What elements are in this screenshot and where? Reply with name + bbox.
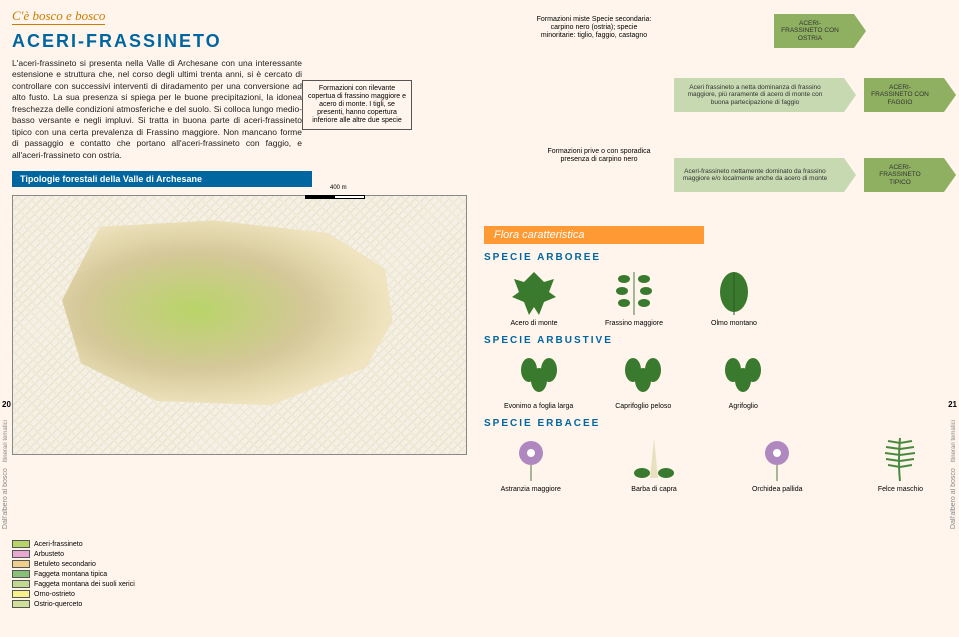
legend-swatch: [12, 570, 30, 578]
page-number-left: 20: [2, 400, 11, 409]
species-label: Agrifoglio: [713, 403, 773, 410]
section-arboree: SPECIE ARBOREE: [484, 252, 947, 263]
species-item: Caprifoglio peloso: [613, 350, 673, 410]
arboree-row: Acero di monte Frassino maggiore Olmo mont…: [484, 267, 947, 327]
page-number-right: 21: [948, 400, 957, 409]
species-item: Astranzia maggiore: [501, 433, 561, 493]
scale-label: 400 m: [330, 185, 347, 191]
species-label: Frassino maggiore: [604, 320, 664, 327]
plant-icon: [747, 433, 807, 483]
arbustive-row: Evonimo a foglia larga Caprifoglio peloso…: [484, 350, 947, 410]
legend-swatch: [12, 540, 30, 548]
section-erbacee: SPECIE ERBACEE: [484, 418, 947, 429]
forest-map: [12, 195, 467, 455]
legend-label: Arbusteto: [34, 551, 64, 558]
species-label: Evonimo a foglia larga: [504, 403, 573, 410]
legend-label: Orno-ostrieto: [34, 591, 75, 598]
legend-swatch: [12, 560, 30, 568]
plant-icon: [704, 267, 764, 317]
side-label-right: Dall'albero al bosco Itinerari tematici: [950, 420, 957, 529]
species-label: Barba di capra: [624, 486, 684, 493]
arrow-faggio: ACERI-FRASSINETO CON FAGGIO: [864, 78, 944, 112]
legend-swatch: [12, 600, 30, 608]
legend-row: Arbusteto: [12, 550, 135, 558]
flow-start-box: Formazioni con rilevante copertua di fra…: [302, 80, 412, 130]
flow-mid-top: Formazioni miste Specie secondaria: carp…: [534, 16, 654, 40]
species-item: Evonimo a foglia larga: [504, 350, 573, 410]
legend-row: Orno-ostrieto: [12, 590, 135, 598]
side-label-left: Dall'albero al bosco Itinerari tematici: [2, 420, 9, 529]
legend-swatch: [12, 580, 30, 588]
legend-swatch: [12, 590, 30, 598]
erbacee-row: Astranzia maggiore Barba di capra Orchidea…: [484, 433, 947, 493]
plant-icon: [509, 350, 569, 400]
legend-label: Aceri-frassineto: [34, 541, 83, 548]
arrow-ostria: ACERI-FRASSINETO CON OSTRIA: [774, 14, 854, 48]
species-item: Felce maschio: [870, 433, 930, 493]
species-label: Orchidea pallida: [747, 486, 807, 493]
plant-icon: [713, 350, 773, 400]
legend-swatch: [12, 550, 30, 558]
plant-icon: [624, 433, 684, 483]
plant-icon: [501, 433, 561, 483]
plant-icon: [870, 433, 930, 483]
legend-row: Aceri-frassineto: [12, 540, 135, 548]
breadcrumb: C'è bosco e bosco: [12, 8, 105, 25]
legend-row: Betuleto secondario: [12, 560, 135, 568]
body-paragraph: L'aceri-frassineto si presenta nella Val…: [12, 58, 302, 161]
flora-heading: Flora caratteristica: [484, 226, 704, 244]
scale-bar: [305, 195, 365, 199]
legend-label: Ostrio-querceto: [34, 601, 82, 608]
plant-icon: [613, 350, 673, 400]
plant-icon: [604, 267, 664, 317]
plant-icon: [504, 267, 564, 317]
species-label: Acero di monte: [504, 320, 564, 327]
arrow-faggio-pre: Aceri frassineto a netta dominanza di fr…: [674, 78, 844, 112]
species-item: Frassino maggiore: [604, 267, 664, 327]
species-label: Astranzia maggiore: [501, 486, 561, 493]
arrow-tipico-pre: Aceri-frassineto nettamente dominato da …: [674, 158, 844, 192]
arrow-tipico: ACERI-FRASSINETO TIPICO: [864, 158, 944, 192]
map-subtitle: Tipologie forestali della Valle di Arche…: [12, 171, 312, 187]
legend-row: Faggeta montana dei suoli xerici: [12, 580, 135, 588]
species-item: Orchidea pallida: [747, 433, 807, 493]
legend-row: Ostrio-querceto: [12, 600, 135, 608]
page-title: ACERI-FRASSINETO: [12, 31, 468, 52]
species-label: Caprifoglio peloso: [613, 403, 673, 410]
classification-flow: Formazioni miste Specie secondaria: carp…: [484, 8, 944, 218]
species-item: Agrifoglio: [713, 350, 773, 410]
legend-label: Faggeta montana dei suoli xerici: [34, 581, 135, 588]
section-arbustive: SPECIE ARBUSTIVE: [484, 335, 947, 346]
flow-mid-bot: Formazioni prive o con sporadica presenz…: [539, 148, 659, 164]
legend-label: Faggeta montana tipica: [34, 571, 107, 578]
species-label: Felce maschio: [870, 486, 930, 493]
legend-row: Faggeta montana tipica: [12, 570, 135, 578]
legend-label: Betuleto secondario: [34, 561, 96, 568]
species-label: Olmo montano: [704, 320, 764, 327]
species-item: Acero di monte: [504, 267, 564, 327]
map-legend: Aceri-frassineto Arbusteto Betuleto second…: [12, 540, 135, 610]
species-item: Olmo montano: [704, 267, 764, 327]
species-item: Barba di capra: [624, 433, 684, 493]
